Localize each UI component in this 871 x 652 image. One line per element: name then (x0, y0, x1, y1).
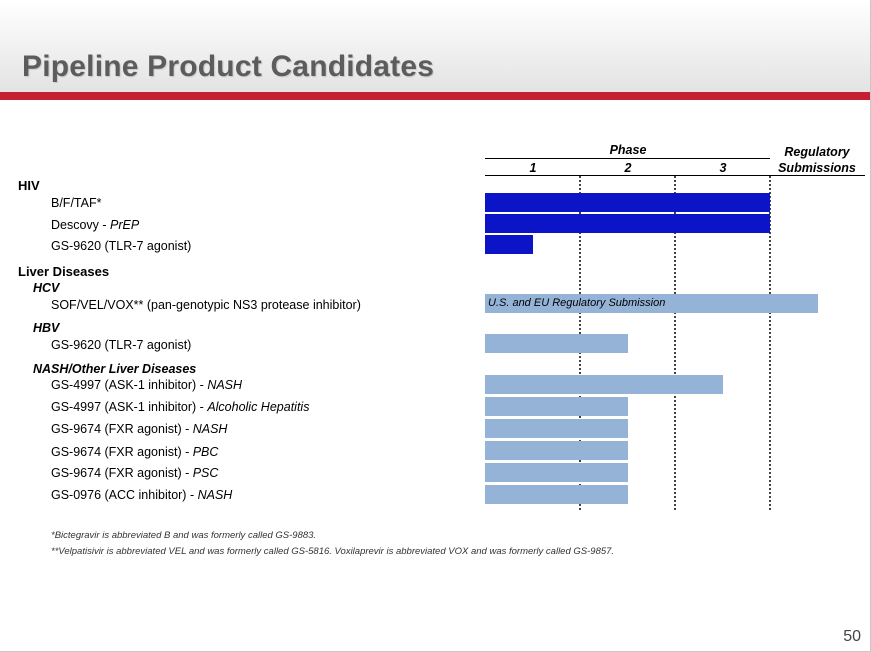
page-title: Pipeline Product Candidates (22, 50, 435, 83)
header-background (0, 0, 871, 92)
divider-phase-3-reg (769, 176, 771, 511)
pipeline-bar (485, 193, 770, 212)
row-label: GS-0976 (ACC inhibitor) - NASH (51, 488, 233, 502)
section-liver-diseases: Liver Diseases (18, 264, 110, 279)
subsection-hcv: HCV (33, 281, 60, 295)
row-label: GS-9620 (TLR-7 agonist) (51, 239, 192, 253)
row-label: Descovy - PrEP (51, 218, 140, 232)
regulatory-header-line1: Regulatory (784, 145, 850, 159)
row-label: GS-4997 (ASK-1 inhibitor) - Alcoholic He… (51, 400, 310, 414)
pipeline-bar (485, 375, 723, 394)
subsection-hbv: HBV (33, 321, 60, 335)
row-label: B/F/TAF* (51, 196, 102, 210)
page-number: 50 (843, 628, 861, 645)
pipeline-bar (485, 441, 628, 460)
phase-header-rule (485, 158, 770, 159)
footnote-2: **Velpatisivir is abbreviated VEL and wa… (51, 546, 615, 557)
footnote-1: *Bictegravir is abbreviated B and was fo… (51, 530, 317, 541)
row-label: GS-9674 (FXR agonist) - PBC (51, 445, 219, 459)
pipeline-bar (485, 463, 628, 482)
pipeline-bar (485, 485, 628, 504)
pipeline-bar (485, 334, 628, 353)
regulatory-header-line2: Submissions (778, 161, 856, 175)
stage-label-2: 2 (624, 161, 632, 175)
row-label: GS-4997 (ASK-1 inhibitor) - NASH (51, 378, 243, 392)
title-underline-bar (0, 92, 871, 100)
pipeline-bar (485, 419, 628, 438)
section-hiv: HIV (18, 178, 40, 193)
bar-label: U.S. and EU Regulatory Submission (488, 297, 666, 309)
phase-header: Phase (609, 143, 647, 157)
row-label: GS-9674 (FXR agonist) - NASH (51, 422, 228, 436)
pipeline-bar (485, 397, 628, 416)
divider-phase-2-3 (674, 176, 676, 511)
pipeline-bar (485, 214, 770, 233)
pipeline-bar (485, 235, 533, 254)
row-label: GS-9674 (FXR agonist) - PSC (51, 466, 219, 480)
stage-label-3: 3 (719, 161, 727, 175)
row-label: SOF/VEL/VOX** (pan-genotypic NS3 proteas… (51, 298, 361, 312)
stage-header-rule (485, 175, 865, 176)
row-label: GS-9620 (TLR-7 agonist) (51, 338, 192, 352)
pipeline-bar (485, 294, 818, 313)
subsection-nash: NASH/Other Liver Diseases (33, 362, 197, 376)
stage-label-1: 1 (529, 161, 537, 175)
